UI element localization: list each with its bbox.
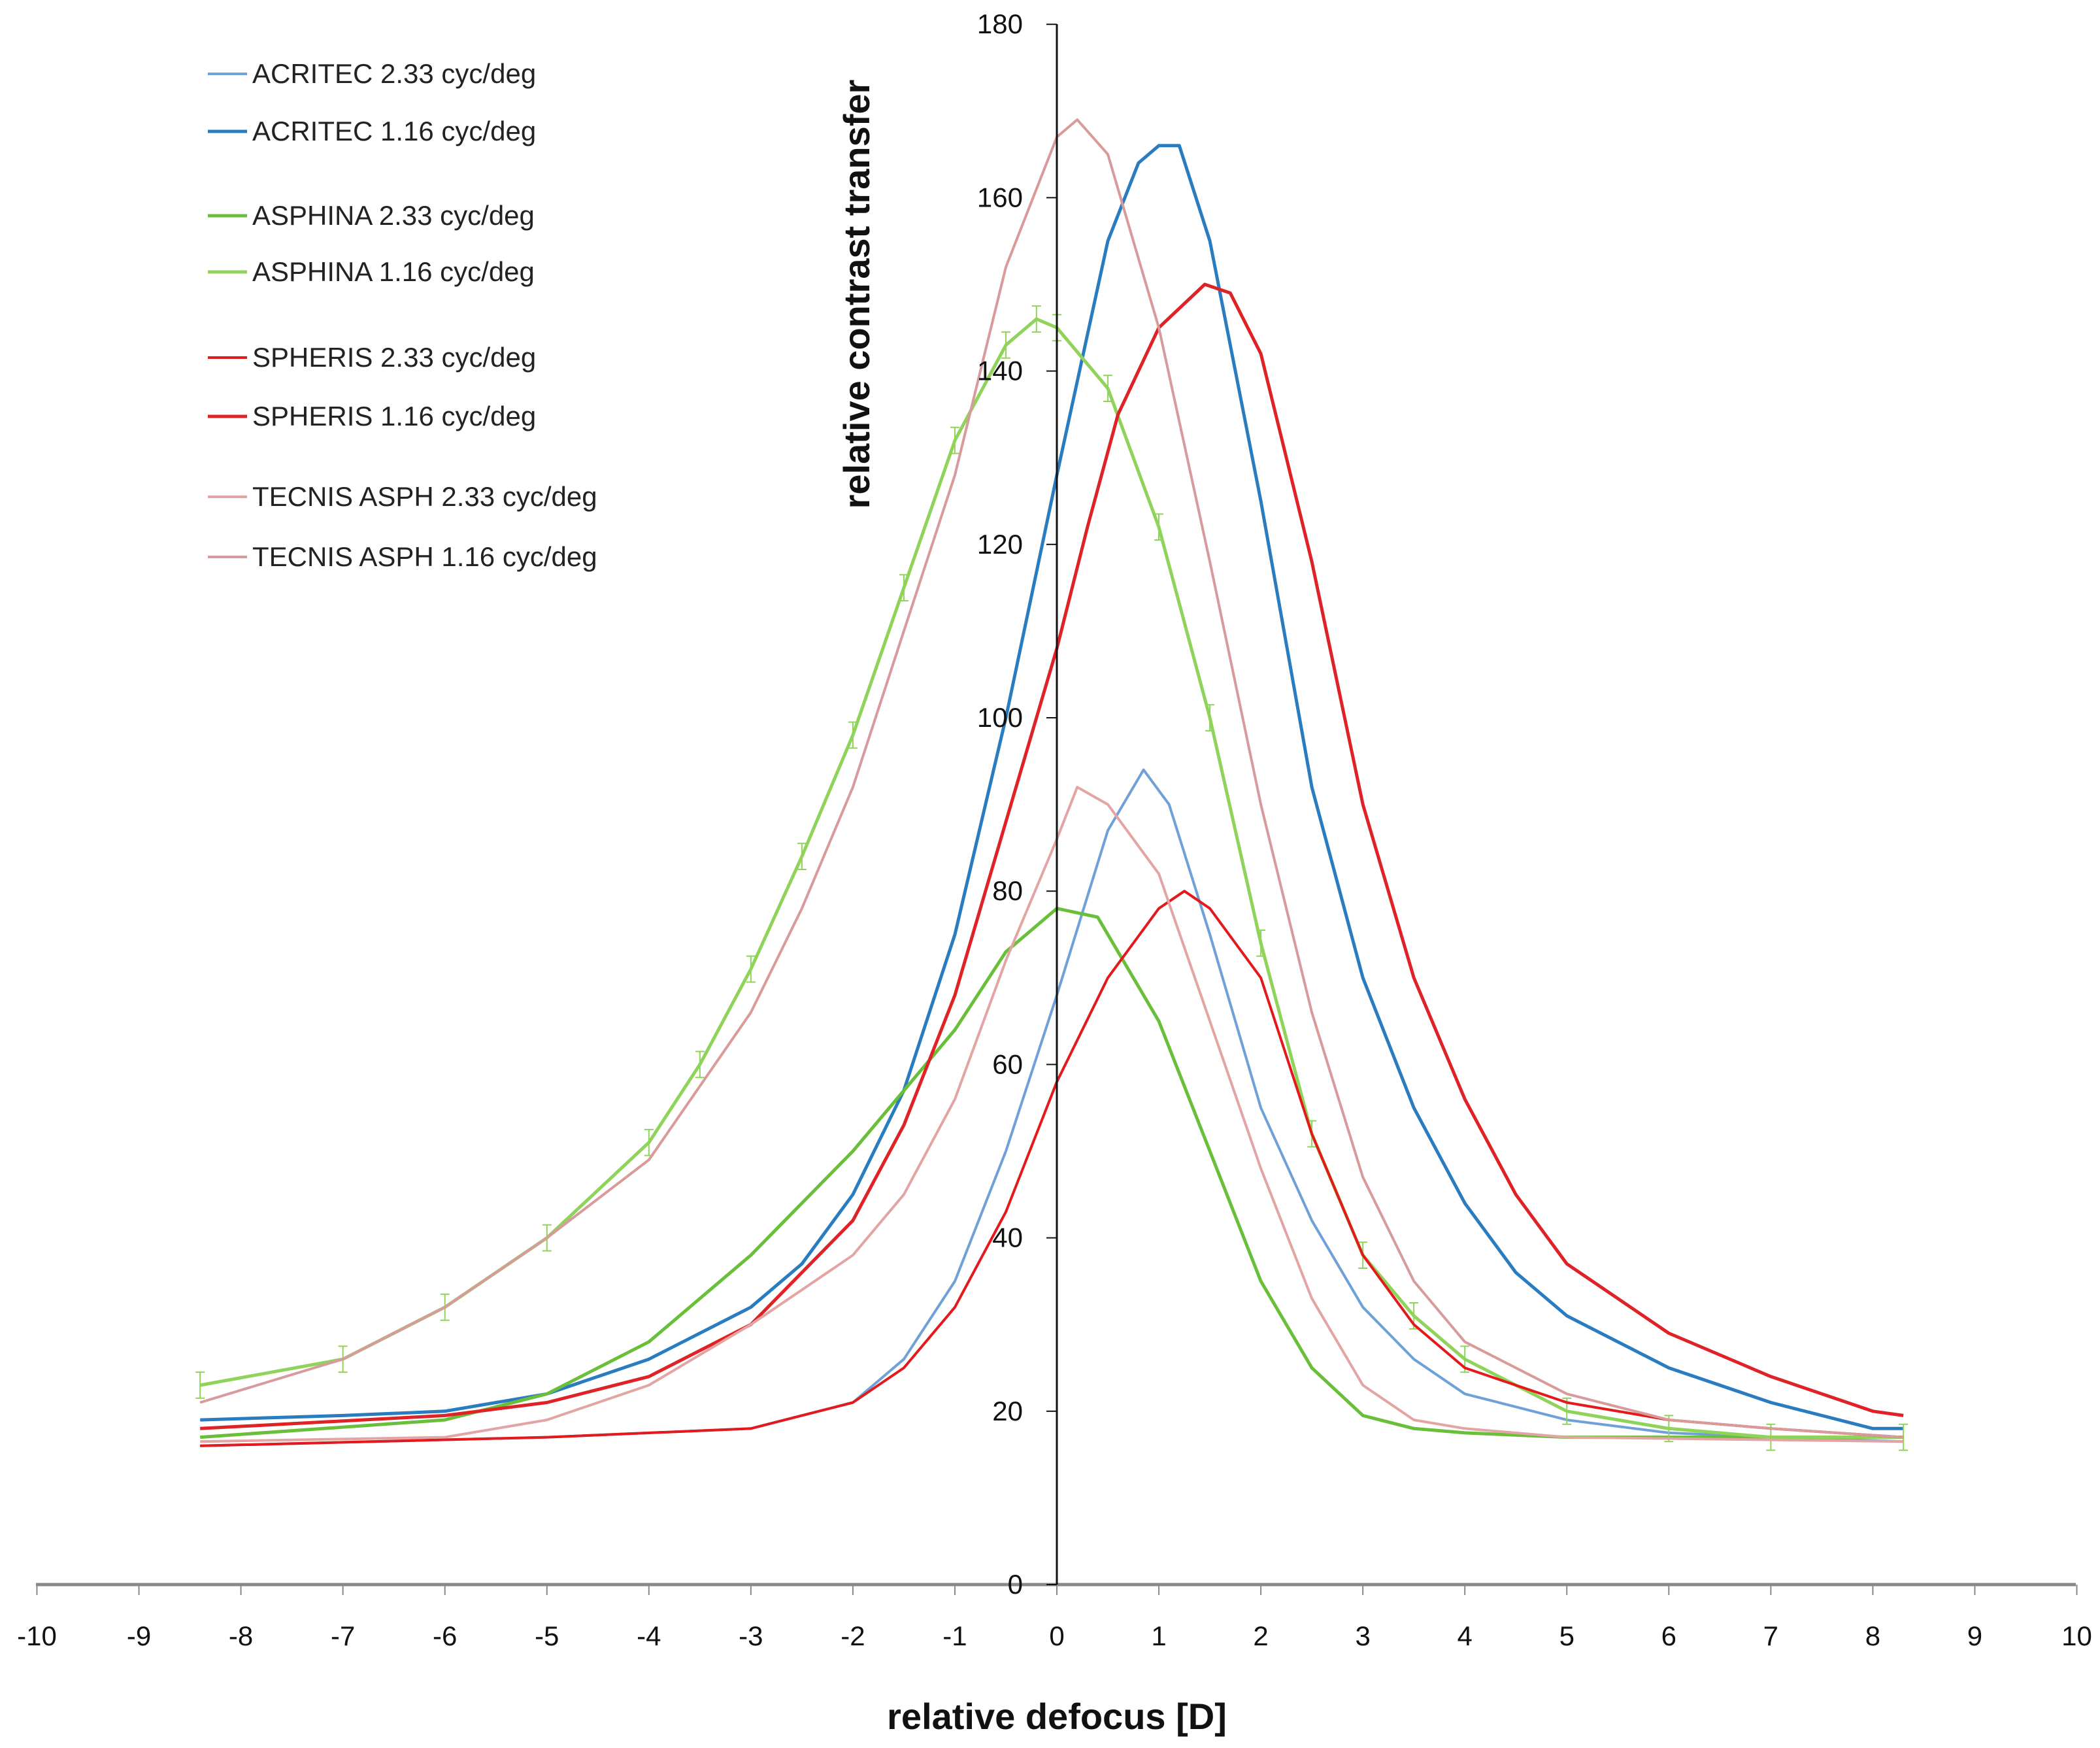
x-tick-label: 1 <box>1151 1621 1166 1651</box>
x-axis-ticks: -10 -9 -8 -7 -6 -5 -4 -3 -2 -1 0 1 2 3 4 5 6 7 8 9 10 <box>17 1585 2092 1651</box>
x-tick-label: 0 <box>1049 1621 1064 1651</box>
y-tick-label: 140 <box>977 356 1023 386</box>
legend-label: ASPHINA 1.16 cyc/deg <box>252 256 535 287</box>
error-bar <box>950 426 959 454</box>
error-bar <box>695 1050 705 1079</box>
x-tick-label: -8 <box>229 1621 253 1651</box>
series-3 <box>195 305 1908 1451</box>
error-bar <box>899 574 908 601</box>
series-line <box>200 786 1904 1443</box>
series-1 <box>200 144 1904 1430</box>
x-tick-label: -6 <box>433 1621 457 1651</box>
y-tick-label: 160 <box>977 182 1023 212</box>
error-bar <box>848 721 858 749</box>
series-line <box>199 317 1904 1439</box>
x-tick-label: 10 <box>2061 1621 2092 1651</box>
legend-item: ACRITEC 2.33 cyc/deg <box>208 58 536 89</box>
error-bar <box>644 1128 654 1156</box>
x-tick-label: 3 <box>1355 1621 1370 1651</box>
series-layer <box>195 118 1908 1451</box>
y-tick-label: 20 <box>992 1396 1023 1426</box>
y-axis-ticks: 0 20 40 60 80 100 120 140 160 180 <box>977 8 1057 1600</box>
x-tick-label: -7 <box>331 1621 355 1651</box>
series-6 <box>200 786 1904 1443</box>
error-bar <box>797 843 807 871</box>
legend-label: ACRITEC 2.33 cyc/deg <box>252 58 536 89</box>
legend-item: TECNIS ASPH 2.33 cyc/deg <box>208 481 597 512</box>
legend-item: ASPHINA 2.33 cyc/deg <box>208 200 535 231</box>
error-bar <box>1031 305 1041 333</box>
x-tick-label: 2 <box>1253 1621 1268 1651</box>
error-bar <box>195 1371 205 1399</box>
series-line <box>199 118 1904 1439</box>
legend-item: SPHERIS 2.33 cyc/deg <box>208 342 536 373</box>
y-tick-label: 180 <box>977 8 1023 39</box>
y-tick-label: 40 <box>992 1222 1023 1253</box>
legend-item: SPHERIS 1.16 cyc/deg <box>208 401 536 431</box>
y-tick-label: 100 <box>977 702 1023 733</box>
error-bar <box>746 955 756 983</box>
x-tick-label: -9 <box>127 1621 151 1651</box>
x-axis-title: relative defocus [D] <box>887 1696 1227 1737</box>
legend-item: ASPHINA 1.16 cyc/deg <box>208 256 535 287</box>
legend-item: TECNIS ASPH 1.16 cyc/deg <box>208 541 597 572</box>
y-tick-label: 120 <box>977 529 1023 560</box>
error-bar <box>1154 513 1164 541</box>
x-tick-label: 4 <box>1458 1621 1473 1651</box>
error-bar <box>1001 331 1010 359</box>
error-bar <box>1205 704 1215 731</box>
error-bar <box>1256 929 1266 957</box>
y-tick-label: 0 <box>1008 1569 1023 1600</box>
legend-label: ACRITEC 1.16 cyc/deg <box>252 116 536 146</box>
x-tick-label: 6 <box>1661 1621 1676 1651</box>
legend-label: TECNIS ASPH 2.33 cyc/deg <box>252 481 597 512</box>
legend-label: SPHERIS 2.33 cyc/deg <box>252 342 536 373</box>
legend: ACRITEC 2.33 cyc/deg ACRITEC 1.16 cyc/deg… <box>208 58 597 572</box>
error-bar <box>1103 375 1113 403</box>
series-line <box>200 144 1904 1430</box>
x-tick-label: 9 <box>1967 1621 1982 1651</box>
series-5 <box>200 282 1904 1430</box>
series-line <box>200 768 1904 1447</box>
y-tick-label: 80 <box>992 875 1023 906</box>
x-tick-label: -1 <box>942 1621 967 1651</box>
series-0 <box>200 768 1904 1447</box>
series-7 <box>199 118 1904 1439</box>
x-tick-label: -10 <box>17 1621 57 1651</box>
x-tick-label: -5 <box>535 1621 559 1651</box>
legend-label: TECNIS ASPH 1.16 cyc/deg <box>252 541 597 572</box>
series-line <box>200 282 1904 1430</box>
series-line <box>200 890 1904 1447</box>
x-tick-label: 8 <box>1865 1621 1880 1651</box>
y-axis-title: relative contrast transfer <box>836 80 877 509</box>
x-tick-label: -3 <box>739 1621 763 1651</box>
legend-label: ASPHINA 2.33 cyc/deg <box>252 200 535 231</box>
y-tick-label: 60 <box>992 1049 1023 1079</box>
x-tick-label: 5 <box>1559 1621 1575 1651</box>
legend-label: SPHERIS 1.16 cyc/deg <box>252 401 536 431</box>
x-tick-label: -4 <box>637 1621 661 1651</box>
legend-item: ACRITEC 1.16 cyc/deg <box>208 116 536 146</box>
x-tick-label: -2 <box>841 1621 865 1651</box>
x-tick-label: 7 <box>1763 1621 1778 1651</box>
series-4 <box>200 890 1904 1447</box>
